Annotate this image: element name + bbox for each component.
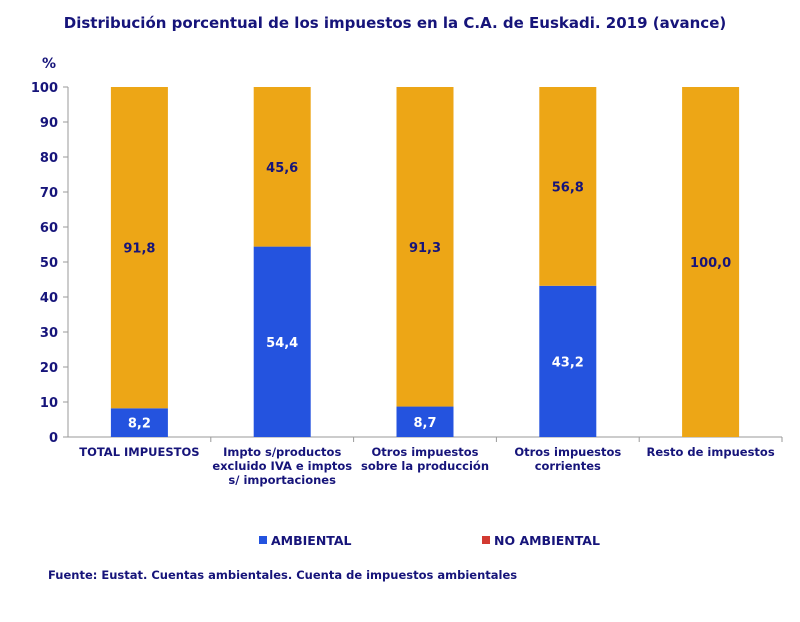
x-category-label: Otros impuestos: [514, 445, 621, 459]
y-tick-label: 90: [40, 116, 58, 131]
legend-item-ambiental: AMBIENTAL: [259, 533, 352, 548]
legend-swatch-ambiental: [259, 536, 267, 544]
data-label: 54,4: [266, 336, 298, 351]
y-tick-label: 20: [40, 361, 58, 376]
bar-segment-no-ambiental: [682, 87, 740, 437]
source-note: Fuente: Eustat. Cuentas ambientales. Cue…: [48, 568, 518, 582]
y-tick-label: 30: [40, 326, 58, 341]
bar-segment-no-ambiental: [539, 87, 597, 286]
x-category-label: Impto s/productos: [223, 445, 341, 459]
legend-label-ambiental: AMBIENTAL: [271, 533, 352, 548]
legend-label-no-ambiental: NO AMBIENTAL: [494, 533, 600, 548]
chart-title: Distribución porcentual de los impuestos…: [63, 14, 727, 32]
data-label: 56,8: [552, 180, 584, 195]
data-label: 8,2: [128, 417, 151, 432]
bar-segment-ambiental: [253, 246, 311, 437]
data-label: 100,0: [690, 256, 731, 271]
x-category-label: TOTAL IMPUESTOS: [79, 445, 199, 459]
bar-segment-ambiental: [396, 406, 454, 437]
y-tick-label: 10: [40, 396, 58, 411]
x-category-label: Otros impuestos: [372, 445, 479, 459]
bar-segment-no-ambiental: [110, 87, 168, 409]
y-tick-label: 80: [40, 151, 58, 166]
x-category-label: excluido IVA e imptos: [212, 459, 352, 473]
y-tick-label: 40: [40, 291, 58, 306]
y-tick-label: 50: [40, 256, 58, 271]
legend-item-no-ambiental: NO AMBIENTAL: [482, 533, 600, 548]
data-label: 8,7: [413, 416, 436, 431]
data-label: 43,2: [552, 355, 584, 370]
y-tick-label: 100: [31, 81, 58, 96]
data-label: 45,6: [266, 161, 298, 176]
bar-segment-ambiental: [539, 285, 597, 437]
y-tick-label: 70: [40, 186, 58, 201]
bar-segment-no-ambiental: [253, 87, 311, 247]
y-tick-label: 0: [49, 431, 58, 446]
data-label: 91,3: [409, 241, 441, 256]
x-category-label: s/ importaciones: [228, 473, 336, 487]
x-category-label: sobre la producción: [361, 459, 489, 473]
bar-segment-no-ambiental: [396, 87, 454, 407]
x-category-label: Resto de impuestos: [647, 445, 775, 459]
legend-swatch-no-ambiental: [482, 536, 490, 544]
y-axis-unit-label: %: [42, 56, 57, 72]
y-tick-label: 60: [40, 221, 58, 236]
x-category-label: corrientes: [535, 459, 601, 473]
data-label: 91,8: [123, 242, 155, 257]
bar-segment-ambiental: [110, 408, 168, 437]
